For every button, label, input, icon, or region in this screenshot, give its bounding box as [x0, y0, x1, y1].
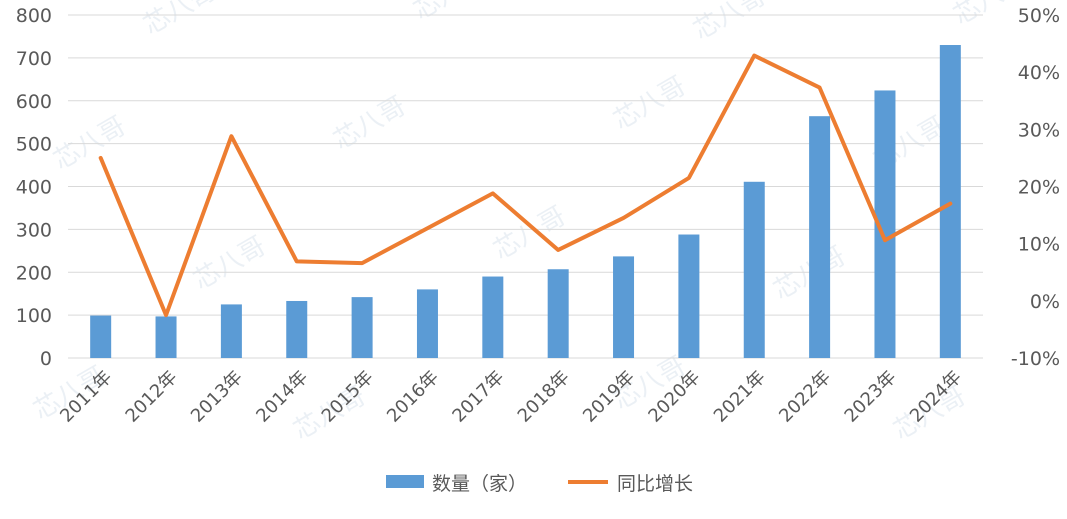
left-tick-label: 400: [16, 177, 52, 199]
legend-swatch-bar: [386, 475, 424, 488]
legend-label-line: 同比增长: [617, 473, 693, 495]
left-axis: 0 100 200 300 400 500 600 700 800: [16, 5, 52, 370]
right-tick-label: -10%: [1011, 348, 1060, 370]
legend-label-bar: 数量（家）: [432, 473, 527, 495]
left-tick-label: 200: [16, 262, 52, 284]
left-tick-label: 500: [16, 134, 52, 156]
watermark-text: 芯八哥: [689, 0, 772, 46]
bar: [156, 316, 177, 358]
x-tick-label: 2022年: [775, 367, 835, 427]
bar: [221, 304, 242, 358]
gridlines: [68, 15, 983, 358]
bar: [417, 289, 438, 358]
right-tick-label: 20%: [1018, 177, 1060, 199]
right-tick-label: 30%: [1018, 119, 1060, 141]
right-tick-label: 10%: [1018, 234, 1060, 256]
bar: [352, 297, 373, 358]
bar: [90, 316, 111, 358]
right-tick-label: 40%: [1018, 62, 1060, 84]
bar-series: [90, 45, 961, 358]
watermark-text: 芯八哥: [189, 231, 272, 296]
bar: [809, 116, 830, 358]
bar: [940, 45, 961, 358]
x-tick-label: 2016年: [383, 367, 443, 427]
bar: [744, 182, 765, 358]
bar: [482, 277, 503, 358]
bar: [613, 256, 634, 358]
bar: [286, 301, 307, 358]
left-tick-label: 0: [40, 348, 52, 370]
x-tick-label: 2017年: [448, 367, 508, 427]
watermark-text: 芯八哥: [489, 201, 572, 266]
left-tick-label: 600: [16, 91, 52, 113]
left-tick-label: 300: [16, 219, 52, 241]
x-tick-label: 2012年: [122, 367, 182, 427]
bar: [548, 269, 569, 358]
x-tick-label: 2018年: [514, 367, 574, 427]
x-tick-label: 2021年: [710, 367, 770, 427]
legend: 数量（家） 同比增长: [386, 473, 693, 495]
right-tick-label: 50%: [1018, 5, 1060, 27]
bar: [678, 235, 699, 358]
right-tick-label: 0%: [1030, 291, 1060, 313]
left-tick-label: 100: [16, 305, 52, 327]
watermark-text: 芯八哥: [609, 71, 692, 136]
watermark-text: 芯八哥: [409, 0, 492, 26]
watermark-text: 芯八哥: [139, 0, 222, 41]
left-tick-label: 700: [16, 48, 52, 70]
right-axis: -10% 0% 10% 20% 30% 40% 50%: [1011, 5, 1060, 370]
left-tick-label: 800: [16, 5, 52, 27]
x-tick-label: 2013年: [187, 367, 247, 427]
